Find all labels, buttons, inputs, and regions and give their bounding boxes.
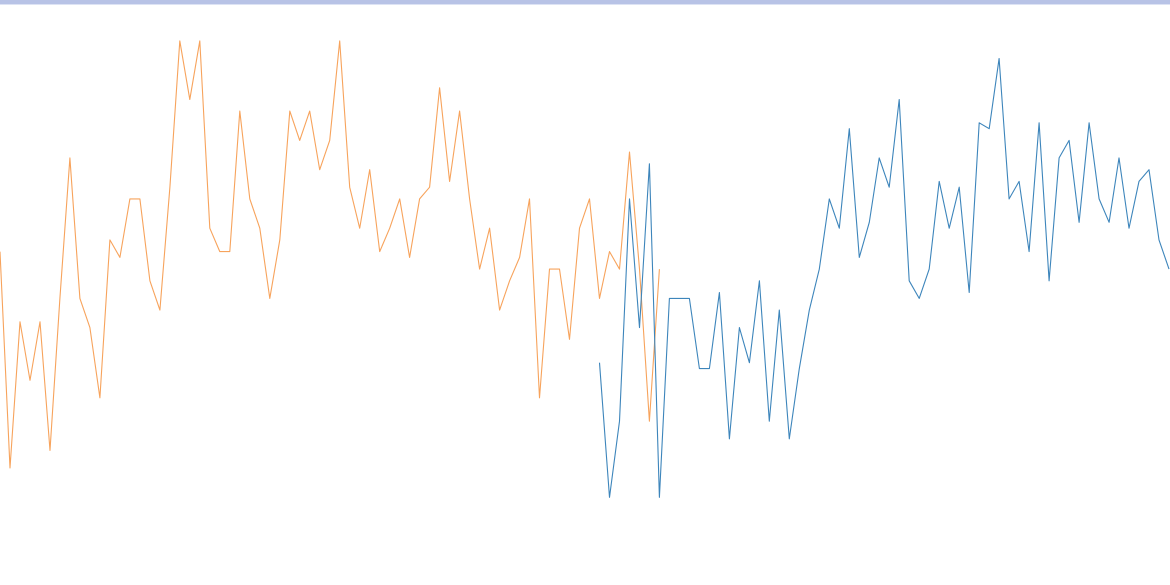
series-line bbox=[0, 40, 660, 469]
series-line bbox=[598, 57, 1170, 498]
top-bar bbox=[0, 0, 1170, 4]
top-bar-edge bbox=[0, 4, 1170, 5]
